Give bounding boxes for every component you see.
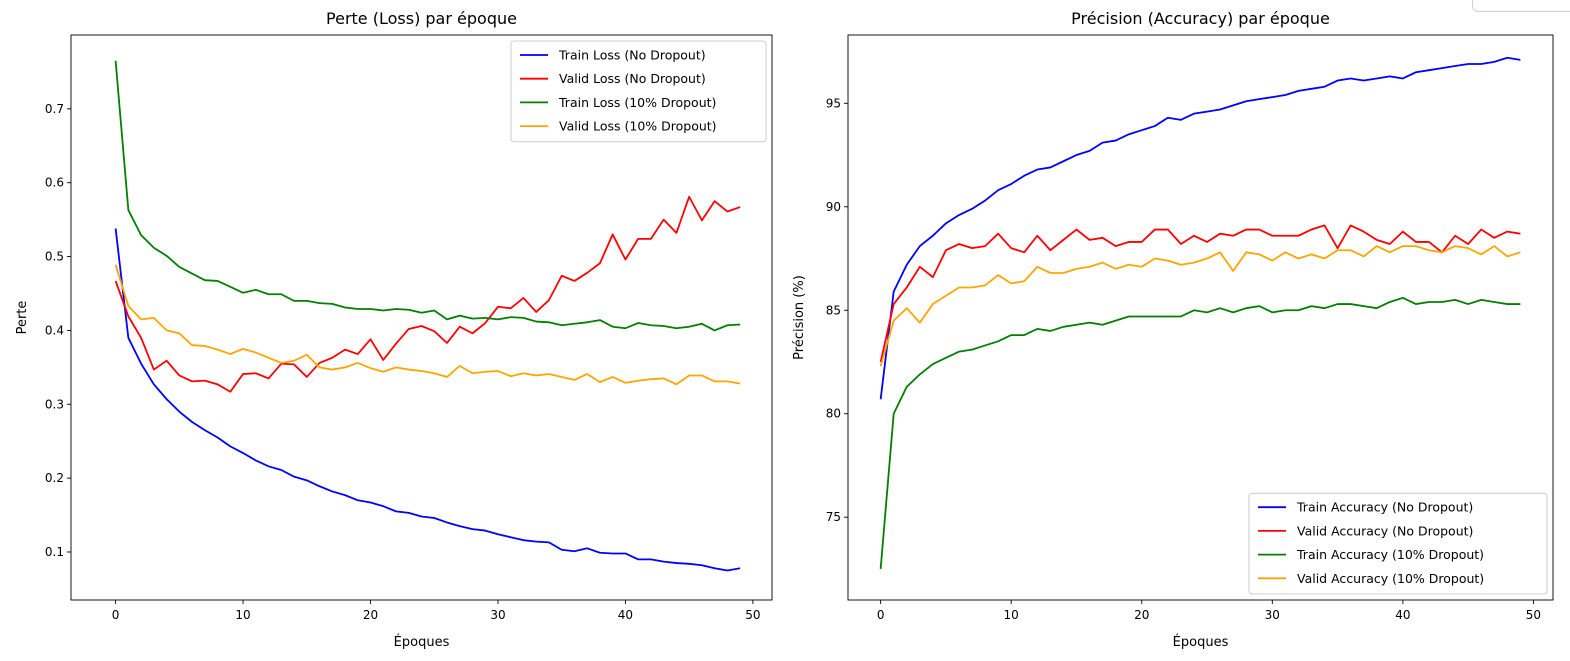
legend-label: Train Accuracy (10% Dropout)	[1296, 547, 1484, 562]
series-line-3	[879, 296, 1521, 570]
x-tick-label: 0	[112, 608, 120, 622]
x-tick-label: 0	[877, 608, 885, 622]
y-tick-label: 80	[826, 407, 841, 421]
x-tick-label: 20	[1134, 608, 1149, 622]
chart-title: Perte (Loss) par époque	[326, 9, 517, 28]
legend-label: Valid Accuracy (10% Dropout)	[1297, 571, 1484, 586]
legend-label: Valid Loss (No Dropout)	[559, 71, 706, 86]
y-tick-label: 0.6	[45, 176, 64, 190]
y-tick-label: 95	[826, 96, 841, 110]
x-axis-label: Époques	[394, 634, 450, 650]
axes-frame	[847, 34, 1554, 601]
legend-label: Train Loss (No Dropout)	[558, 48, 706, 63]
series-line-2	[879, 224, 1521, 363]
x-tick-label: 30	[1265, 608, 1280, 622]
legend-label: Valid Loss (10% Dropout)	[559, 119, 717, 134]
x-tick-label: 10	[235, 608, 250, 622]
x-tick-label: 40	[1395, 608, 1410, 622]
y-axis-label: Précision (%)	[792, 275, 807, 360]
legend-label: Valid Accuracy (No Dropout)	[1297, 523, 1473, 538]
series-line-4	[879, 245, 1521, 367]
legend-label: Train Accuracy (No Dropout)	[1296, 500, 1473, 515]
series-line-3	[114, 60, 741, 332]
y-tick-label: 0.3	[45, 397, 64, 411]
series-line-2	[114, 195, 741, 393]
y-tick-label: 0.7	[45, 102, 64, 116]
y-axis-label: Perte	[15, 301, 30, 335]
chart-1: Perte (Loss) par époque 0 10 20 30 40 50 0.1 0.2…	[15, 9, 773, 650]
y-tick-label: 0.5	[45, 250, 64, 264]
chart-title: Précision (Accuracy) par époque	[1071, 9, 1330, 28]
y-tick-label: 85	[826, 303, 841, 317]
legend: Train Accuracy (No Dropout) Valid Accurac…	[1248, 492, 1548, 595]
x-tick-label: 30	[490, 608, 505, 622]
legend-label: Train Loss (10% Dropout)	[558, 95, 716, 110]
series-line-1	[879, 56, 1521, 400]
x-tick-label: 10	[1004, 608, 1019, 622]
x-tick-label: 50	[745, 608, 760, 622]
legend-box	[1248, 492, 1548, 595]
legend: Train Loss (No Dropout) Valid Loss (No Dr…	[510, 40, 767, 143]
corner-button[interactable]	[1472, 0, 1570, 12]
x-tick-label: 40	[618, 608, 633, 622]
y-tick-label: 0.1	[45, 545, 64, 559]
x-axis-label: Époques	[1173, 634, 1229, 650]
y-tick-label: 75	[826, 510, 841, 524]
y-tick-label: 0.4	[45, 323, 64, 337]
chart-2: Précision (Accuracy) par époque 0 10 20 30 40…	[792, 9, 1554, 650]
x-tick-label: 20	[363, 608, 378, 622]
legend-box	[510, 40, 767, 143]
series-line-4	[114, 264, 741, 386]
axes-frame	[70, 34, 773, 601]
series-line-1	[114, 228, 741, 572]
y-tick-label: 0.2	[45, 471, 64, 485]
x-tick-label: 50	[1526, 608, 1541, 622]
y-tick-label: 90	[826, 200, 841, 214]
